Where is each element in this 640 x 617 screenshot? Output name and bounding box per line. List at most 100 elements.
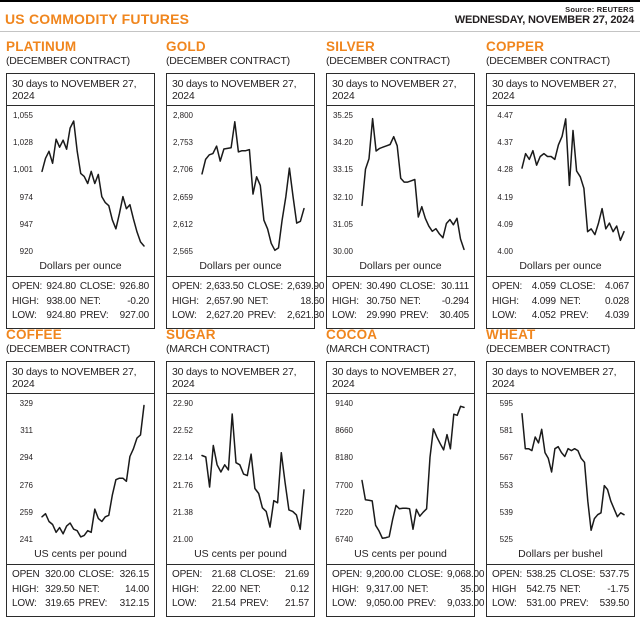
stat-value: 4.099: [531, 295, 556, 307]
stat-value: 2,627.20: [206, 310, 244, 321]
stat-label: PREV:: [239, 598, 269, 609]
stat-label: CLOSE:: [399, 281, 436, 292]
panel-platinum: PLATINUM (DECEMBER CONTRACT) 30 days to …: [0, 32, 160, 329]
stat-value: 539.50: [599, 598, 630, 609]
y-tick: 4.28: [497, 165, 513, 174]
y-tick: 4.19: [497, 193, 513, 202]
contract-label: (DECEMBER CONTRACT): [6, 343, 130, 355]
stat-value: 320.00: [45, 569, 75, 580]
stat-value: 4.067: [604, 281, 629, 292]
y-tick: 920: [19, 247, 33, 256]
panel-copper: COPPER (DECEMBER CONTRACT) 30 days to NO…: [480, 32, 640, 329]
y-tick: 21.38: [172, 508, 193, 517]
stat-label: CLOSE:: [239, 569, 276, 580]
y-tick: 595: [499, 399, 513, 408]
y-tick: 21.00: [172, 535, 193, 544]
top-rule: [0, 0, 640, 2]
stat-label: NET:: [239, 583, 261, 595]
stat-label: CLOSE:: [559, 281, 596, 292]
y-tick: 525: [499, 535, 513, 544]
stat-value: 9,200.00: [366, 569, 404, 580]
chart-card: 30 days to NOVEMBER 27, 2024 329 311 294…: [6, 361, 155, 617]
y-tick: 22.52: [172, 426, 193, 435]
y-tick: 2,659: [172, 193, 193, 202]
y-axis-ticks: 1,055 1,028 1,001 974 947 920: [7, 110, 37, 258]
stat-label: PREV:: [559, 310, 589, 321]
y-tick: 1,055: [12, 111, 33, 120]
unit-label: Dollars per ounce: [359, 260, 442, 272]
line-chart: [517, 398, 634, 546]
y-tick: 8180: [335, 453, 353, 462]
stat-label: OPEN:: [332, 281, 363, 292]
stat-label: NET:: [559, 583, 581, 595]
stat-label: LOW:: [12, 310, 37, 321]
stat-value: 9,033.00: [446, 598, 485, 609]
stat-label: PREV:: [78, 598, 108, 609]
charts-grid: PLATINUM (DECEMBER CONTRACT) 30 days to …: [0, 32, 640, 617]
unit-label: US cents per pound: [34, 548, 127, 560]
chart-card: 30 days to NOVEMBER 27, 2024 9140 8660 8…: [326, 361, 484, 617]
stat-label: PREV:: [559, 598, 589, 609]
commodity-title: GOLD: [166, 39, 206, 54]
y-tick: 33.15: [332, 165, 353, 174]
y-tick: 1,028: [12, 138, 33, 147]
period-label: 30 days to NOVEMBER 27, 2024: [7, 362, 154, 394]
stat-label: OPEN:: [172, 281, 203, 292]
stat-label: OPEN:: [332, 569, 363, 580]
stat-label: HIGH:: [172, 583, 199, 595]
stat-value: 924.80: [46, 310, 76, 321]
stat-value: 2,633.50: [206, 281, 244, 292]
stat-value: 21.54: [211, 598, 236, 609]
chart-area: 35.25 34.20 33.15 32.10 31.05 30.00: [327, 110, 474, 258]
y-tick: 311: [20, 426, 33, 435]
y-tick: 4.00: [497, 247, 513, 256]
stat-label: OPEN:: [172, 569, 203, 580]
unit-label: US cents per pound: [354, 548, 447, 560]
source-credit: Source: REUTERS: [565, 4, 634, 14]
chart-card: 30 days to NOVEMBER 27, 2024 595 581 567…: [486, 361, 635, 617]
stat-label: OPEN:: [12, 281, 43, 292]
y-tick: 22.90: [172, 399, 193, 408]
contract-label: (DECEMBER CONTRACT): [166, 55, 290, 67]
y-tick: 947: [19, 220, 33, 229]
stat-label: HIGH:: [332, 295, 359, 307]
y-tick: 30.00: [332, 247, 353, 256]
period-label: 30 days to NOVEMBER 27, 2024: [487, 362, 634, 394]
stat-value: 927.00: [119, 310, 150, 321]
stat-label: LOW:: [492, 598, 517, 609]
stat-label: LOW:: [12, 598, 37, 609]
stats-table: OPEN: 30.490 CLOSE: 30.111 HIGH: 30.750 NET…: [327, 276, 474, 328]
y-tick: 2,706: [172, 165, 193, 174]
line-chart: [357, 398, 474, 546]
y-tick: 329: [19, 399, 33, 408]
y-tick: 21.76: [172, 481, 193, 490]
stat-value: 21.57: [284, 598, 309, 609]
stat-label: PREV:: [247, 310, 277, 321]
unit-label: Dollars per ounce: [519, 260, 602, 272]
stat-label: OPEN: [12, 569, 40, 580]
header-right: Source: REUTERS WEDNESDAY, NOVEMBER 27, …: [455, 4, 634, 27]
y-tick: 22.14: [172, 453, 193, 462]
stat-value: 2,657.90: [206, 295, 244, 307]
panel-cocoa: COCOA (MARCH CONTRACT) 30 days to NOVEMB…: [320, 320, 484, 617]
line-chart: [37, 398, 154, 546]
stats-table: OPEN: 9,200.00 CLOSE: 9,068.00 HIGH: 9,317.…: [327, 564, 484, 616]
stat-label: PREV:: [79, 310, 109, 321]
stat-value: 21.68: [211, 569, 236, 580]
stat-value: 0.028: [604, 295, 629, 307]
y-axis-ticks: 329 311 294 276 259 241: [7, 398, 37, 546]
y-axis-ticks: 595 581 567 553 539 525: [487, 398, 517, 546]
stat-value: 538.25: [526, 569, 556, 580]
stat-value: 18.60: [300, 295, 325, 307]
commodity-title: SUGAR: [166, 327, 216, 342]
contract-label: (DECEMBER CONTRACT): [486, 55, 610, 67]
chart-card: 30 days to NOVEMBER 27, 2024 22.90 22.52…: [166, 361, 315, 617]
y-tick: 276: [19, 481, 33, 490]
stat-label: PREV:: [407, 598, 437, 609]
period-label: 30 days to NOVEMBER 27, 2024: [487, 74, 634, 106]
y-tick: 32.10: [332, 193, 353, 202]
stat-label: LOW:: [172, 598, 197, 609]
chart-area: 595 581 567 553 539 525: [487, 398, 634, 546]
stat-value: 30.750: [366, 295, 396, 307]
unit-label: Dollars per ounce: [199, 260, 282, 272]
